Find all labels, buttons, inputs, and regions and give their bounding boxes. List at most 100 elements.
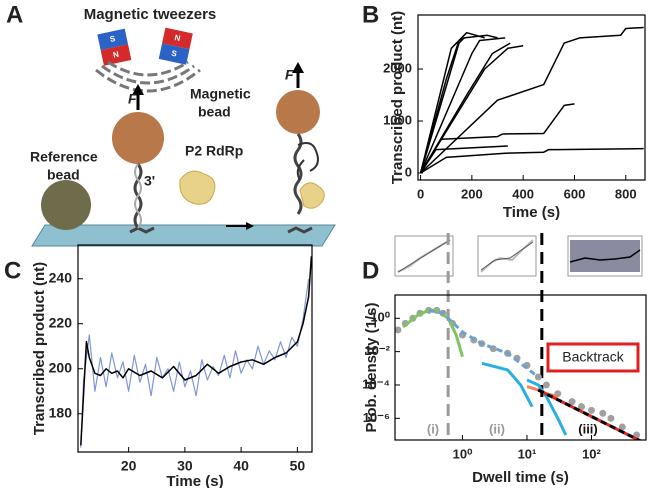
- bead-label: Magnetic: [190, 86, 251, 102]
- series-line: [402, 308, 464, 358]
- data-point: [618, 423, 626, 431]
- series-line: [419, 37, 506, 174]
- series-line: [537, 388, 642, 440]
- chart: 10⁰ 10¹ 10² 10⁰ 10⁻² 10⁻⁴ 10⁻⁶ Dwell time (s) Pr…: [362, 233, 647, 486]
- y-tick-label: 2000: [383, 60, 412, 75]
- data-point: [599, 409, 607, 417]
- chart: 20 30 40 50 180 200 220 240 Time (s) Transcribed …: [31, 244, 313, 488]
- tweezers-label: Magnetic tweezers: [84, 6, 217, 23]
- x-tick-label: 10¹: [518, 446, 537, 461]
- reference-label: bead: [47, 167, 80, 183]
- pole: N: [174, 33, 182, 43]
- inset: [477, 235, 537, 277]
- diagram: Magnetic tweezers S N N S F Magnetic bea…: [30, 6, 336, 247]
- series-line: [419, 103, 575, 174]
- force-arrow: [292, 62, 304, 73]
- x-axis-title: Dwell time (s): [472, 469, 569, 486]
- inset-trace: [480, 241, 534, 271]
- y-tick-label: 240: [49, 269, 73, 285]
- rna-end-label: 3': [144, 173, 155, 189]
- series-line: [419, 42, 511, 174]
- y-tick-label: 1000: [383, 112, 412, 127]
- magnet: S N: [97, 28, 132, 66]
- panel-label: D: [362, 257, 379, 284]
- x-axis-title: Time (s): [503, 204, 560, 221]
- reference-label: Reference: [30, 149, 98, 165]
- y-tick-label: 10⁰: [370, 310, 390, 325]
- force-arrow: [132, 84, 144, 95]
- series-line: [420, 26, 644, 174]
- rna: [296, 142, 319, 181]
- data-point: [542, 381, 550, 389]
- polymerase: [299, 182, 325, 209]
- data-point: [395, 326, 402, 334]
- force-label: F: [128, 91, 137, 107]
- region-label: (iii): [578, 421, 598, 436]
- polymerase: [179, 170, 216, 205]
- data-point: [577, 403, 585, 411]
- data-point: [568, 398, 576, 406]
- data-point: [534, 373, 542, 381]
- plot-frame: [417, 14, 646, 181]
- series-line: [80, 256, 312, 446]
- region-label: (i): [427, 421, 439, 436]
- panel-label: A: [6, 1, 23, 28]
- y-tick-label: 220: [49, 314, 73, 330]
- field-lines: [95, 60, 201, 93]
- insets: [394, 235, 643, 277]
- series-line: [420, 147, 644, 174]
- y-axis-title: Transcribed product (nt): [389, 11, 406, 184]
- annotation: Backtrack: [562, 349, 624, 365]
- series-line: [526, 378, 568, 436]
- y-tick-label: 10⁻²: [364, 343, 390, 358]
- panel-label: C: [4, 257, 21, 284]
- x-tick-label: 30: [177, 458, 193, 474]
- pole: N: [112, 50, 120, 60]
- x-tick-label: 10²: [582, 446, 601, 461]
- panel-label: B: [362, 1, 379, 28]
- plot-area: [395, 306, 642, 440]
- plot-frame: [394, 294, 647, 441]
- x-tick-label: 800: [615, 186, 637, 201]
- inset-noise: [570, 240, 640, 272]
- x-tick-label: 20: [121, 458, 137, 474]
- plot-area: [80, 256, 312, 448]
- magnet: N S: [158, 27, 193, 65]
- x-tick-label: 600: [564, 186, 586, 201]
- plot-area: [419, 26, 644, 174]
- y-tick-label: 180: [49, 404, 73, 420]
- annotation-box: [546, 342, 640, 373]
- chart: 0 200 400 600 800 0 1000 2000 Time (s) Transcribe…: [383, 11, 646, 221]
- plot-frame: [77, 244, 313, 453]
- data-point: [607, 414, 615, 422]
- series-line: [481, 361, 534, 408]
- force-label: F: [285, 67, 294, 83]
- x-tick-label: 200: [461, 186, 483, 201]
- reference-bead: [41, 180, 91, 230]
- y-axis-title: Transcribed product (nt): [31, 262, 48, 435]
- y-axis-title: Prob. density (1/s): [363, 302, 380, 432]
- dna: [134, 163, 142, 229]
- series-line: [428, 308, 540, 379]
- surface: [31, 224, 336, 247]
- series-line: [419, 44, 524, 174]
- series-line: [419, 37, 465, 174]
- dna: [287, 133, 313, 234]
- inset-trace: [397, 239, 451, 273]
- bead-label: bead: [198, 104, 231, 120]
- x-tick-label: 0: [417, 186, 424, 201]
- y-tick-label: 0: [405, 164, 412, 179]
- y-tick-label: 200: [49, 359, 73, 375]
- x-axis-title: Time (s): [166, 473, 223, 488]
- y-tick-label: 10⁻⁴: [362, 376, 390, 391]
- region-label: (ii): [489, 421, 505, 436]
- x-tick-label: 40: [233, 458, 249, 474]
- series-line: [80, 278, 310, 448]
- pole: S: [109, 34, 117, 44]
- pole: S: [171, 49, 179, 59]
- d-annotations: Backtrack (i) (ii) (iii): [427, 342, 640, 436]
- data-point: [587, 406, 595, 414]
- magnetic-bead: [112, 112, 164, 164]
